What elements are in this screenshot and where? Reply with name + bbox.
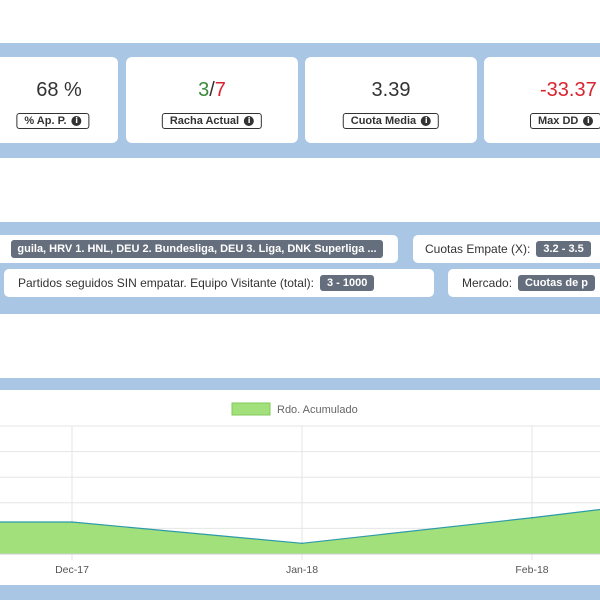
chart-card: Dec-17 Jan-18 Feb-18 Rdo. Acumulado	[0, 390, 600, 585]
market-label: Mercado:	[462, 276, 513, 290]
accuracy-label-button[interactable]: % Ap. P. i	[16, 113, 90, 129]
streak-label: Racha Actual	[169, 115, 240, 127]
stat-card-streak: 3/7 Racha Actual i	[126, 57, 298, 143]
series-area	[0, 509, 600, 554]
market-tag: Cuotas de p	[518, 275, 595, 291]
streak-value: 3/7	[126, 79, 298, 102]
data-point	[71, 521, 73, 523]
stat-card-accuracy: 68 % % Ap. P. i	[0, 57, 118, 143]
max-dd-label: Max DD	[538, 115, 579, 127]
legend[interactable]: Rdo. Acumulado	[231, 402, 358, 416]
stats-panel: 68 % % Ap. P. i 3/7 Racha Actual i 3.39 …	[0, 43, 600, 158]
x-tick-label: Jan-18	[286, 564, 318, 576]
streak-wins: 3	[198, 79, 210, 101]
no-draw-tag: 3 - 1000	[319, 275, 375, 291]
data-point	[531, 516, 533, 519]
chart-panel: Dec-17 Jan-18 Feb-18 Rdo. Acumulado	[0, 378, 600, 600]
info-icon[interactable]: i	[583, 116, 594, 126]
filters-panel: guila, HRV 1. HNL, DEU 2. Bundesliga, DE…	[0, 222, 600, 314]
info-icon[interactable]: i	[71, 116, 82, 126]
draw-odds-tag: 3.2 - 3.5	[536, 241, 591, 257]
leagues-tag: guila, HRV 1. HNL, DEU 2. Bundesliga, DE…	[11, 240, 383, 258]
draw-odds-label: Cuotas Empate (X):	[425, 242, 531, 256]
streak-separator: /	[209, 79, 215, 101]
data-point	[301, 542, 303, 545]
info-icon[interactable]: i	[421, 116, 432, 126]
info-icon[interactable]: i	[244, 116, 255, 126]
accuracy-value: 68 %	[36, 79, 82, 101]
streak-label-button[interactable]: Racha Actual i	[161, 113, 263, 129]
cumulative-result-chart: Dec-17 Jan-18 Feb-18 Rdo. Acumulado	[0, 402, 600, 576]
series-layer	[0, 508, 600, 554]
legend-swatch	[231, 402, 271, 416]
streak-losses: 7	[214, 79, 226, 101]
x-tick-label: Dec-17	[55, 564, 89, 576]
no-draw-label: Partidos seguidos SIN empatar. Equipo Vi…	[18, 276, 314, 290]
x-tick-label: Feb-18	[515, 564, 548, 576]
accuracy-label: % Ap. P.	[24, 115, 67, 127]
max-dd-value: -33.37	[540, 79, 597, 101]
leagues-filter[interactable]: guila, HRV 1. HNL, DEU 2. Bundesliga, DE…	[0, 235, 398, 263]
avg-odds-value: 3.39	[371, 79, 411, 101]
legend-label: Rdo. Acumulado	[277, 404, 358, 416]
x-axis-ticks: Dec-17 Jan-18 Feb-18	[0, 553, 600, 576]
max-dd-label-button[interactable]: Max DD i	[530, 113, 600, 129]
draw-odds-filter[interactable]: Cuotas Empate (X): 3.2 - 3.5	[413, 235, 600, 263]
stat-card-max-dd: -33.37 Max DD i	[484, 57, 600, 143]
avg-odds-label-button[interactable]: Cuota Media i	[342, 113, 440, 129]
no-draw-filter[interactable]: Partidos seguidos SIN empatar. Equipo Vi…	[4, 269, 434, 297]
avg-odds-label: Cuota Media	[350, 115, 417, 127]
stat-card-avg-odds: 3.39 Cuota Media i	[305, 57, 477, 143]
market-filter[interactable]: Mercado: Cuotas de p	[448, 269, 600, 297]
